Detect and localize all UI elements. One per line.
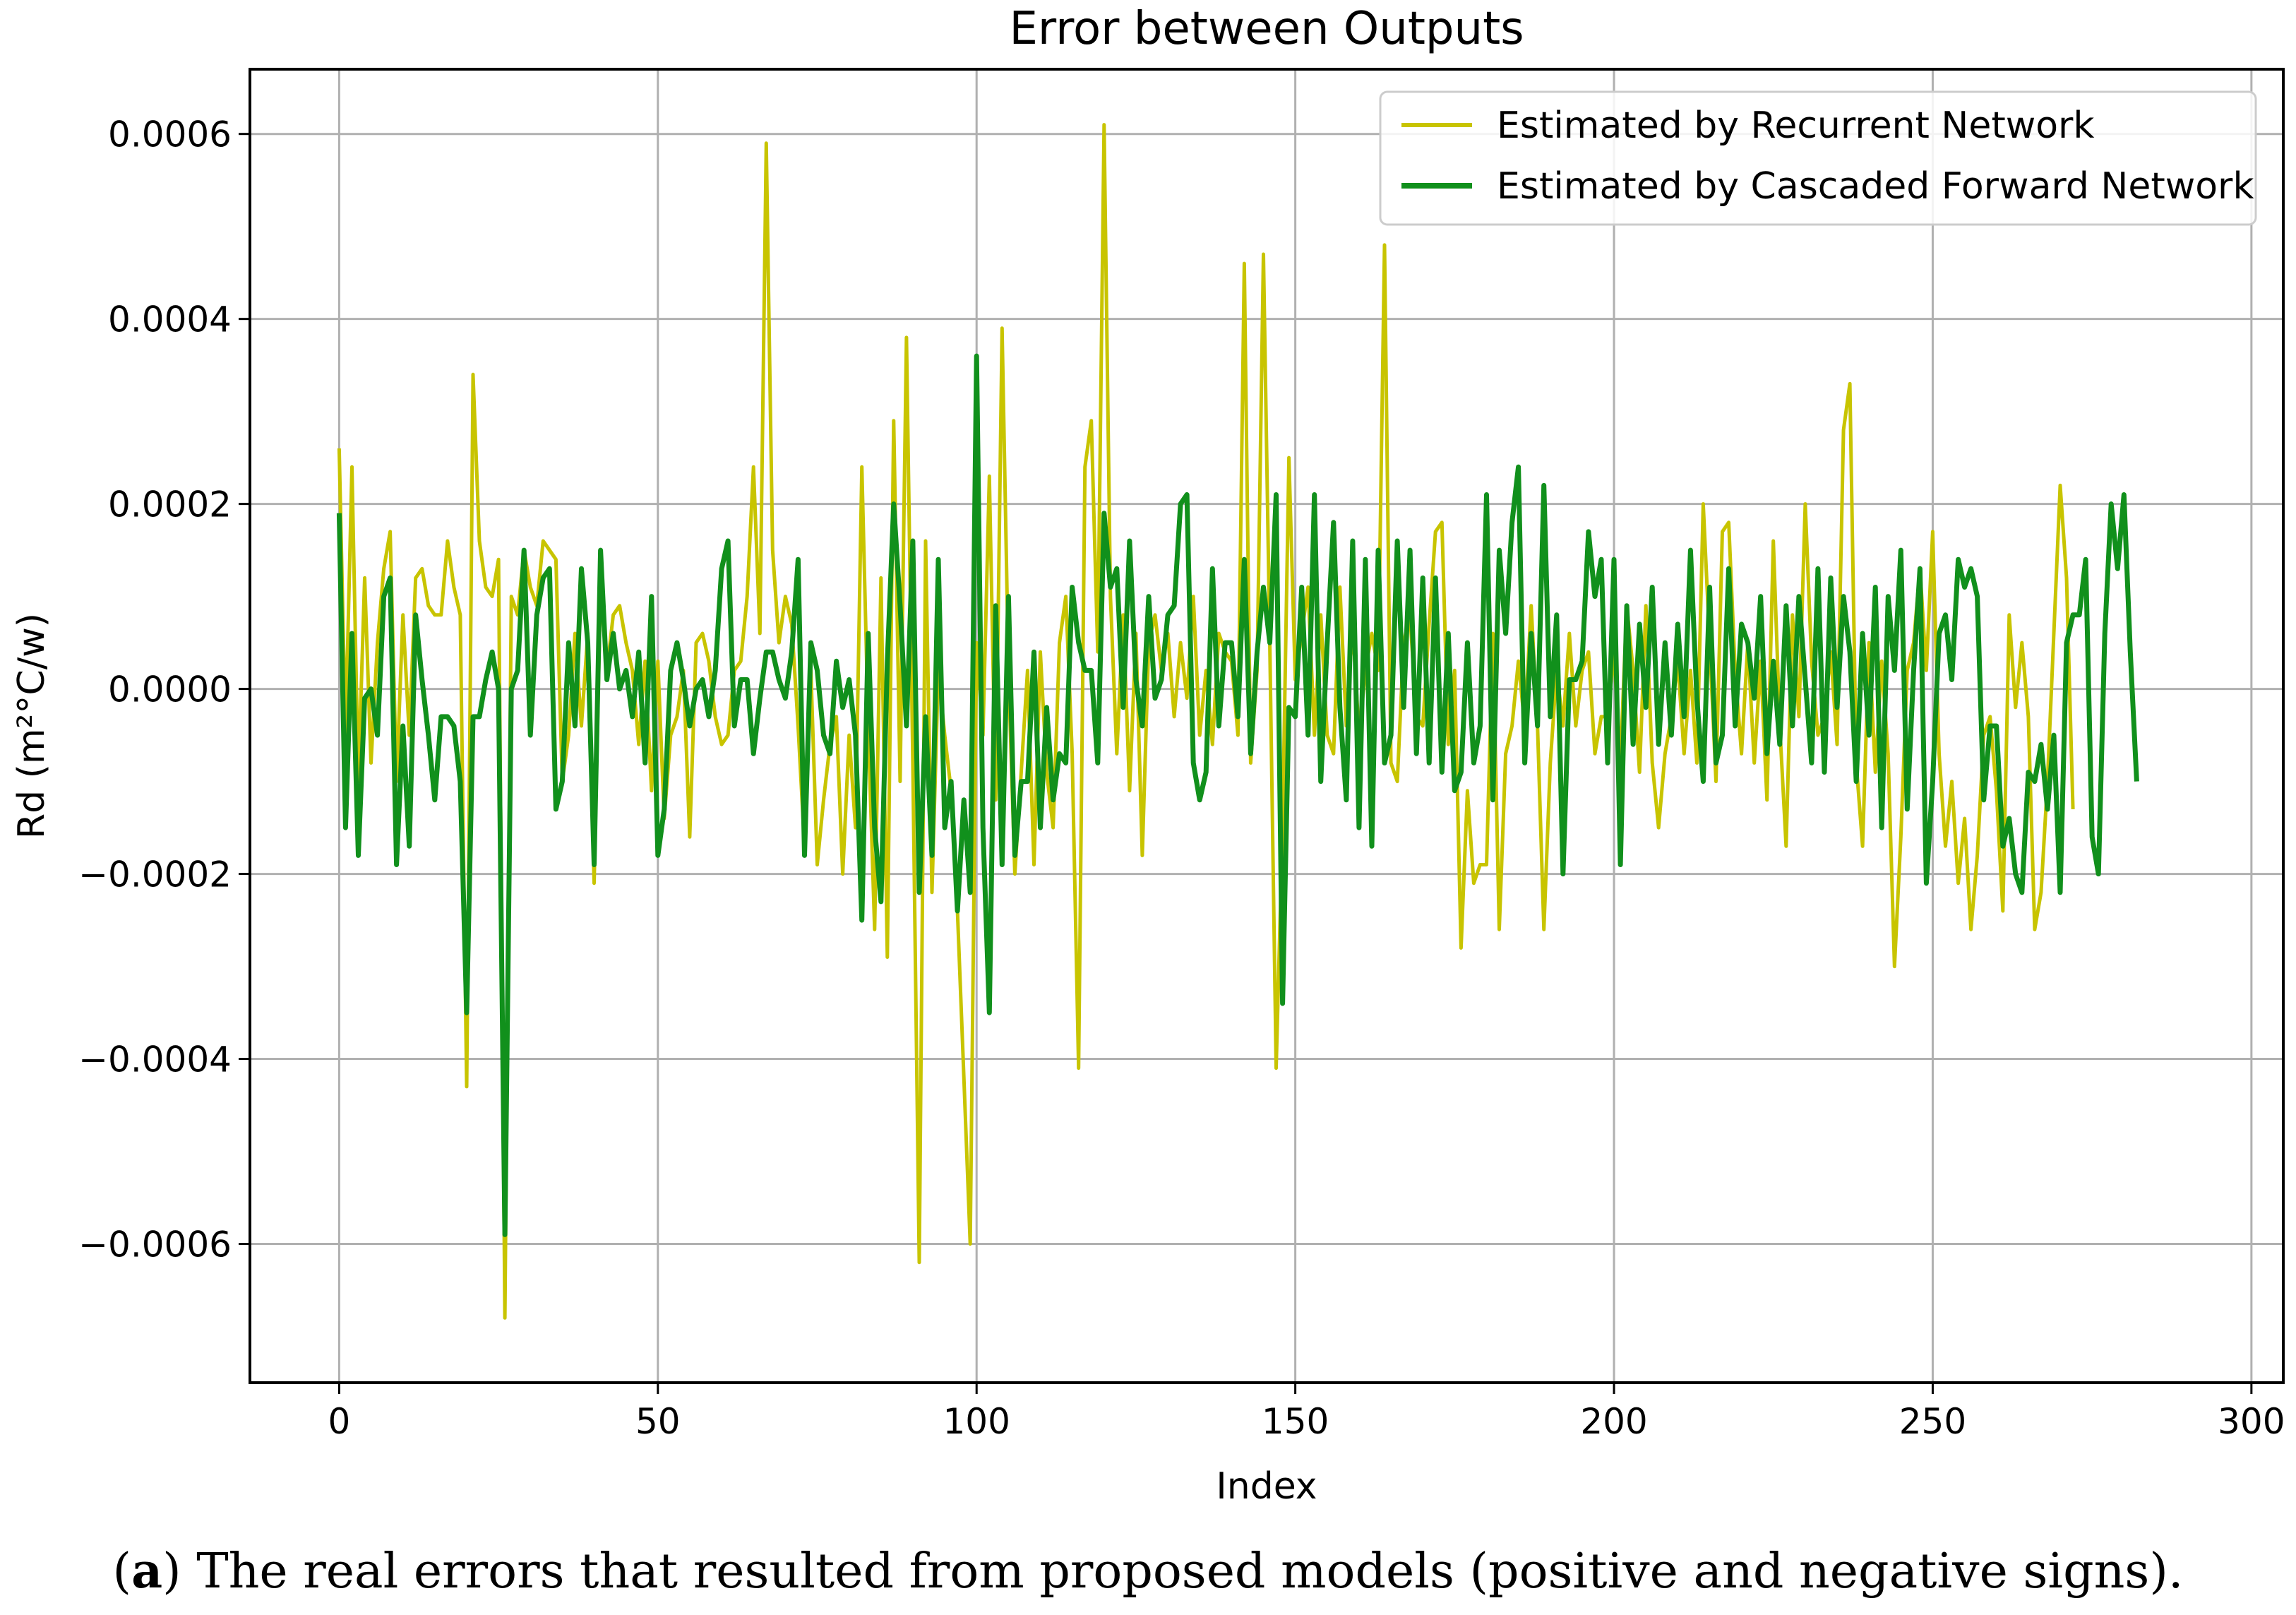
figure-caption: (a) The real errors that resulted from p… bbox=[112, 1543, 2184, 1599]
x-axis: 0 50 100 150 200 250 300 bbox=[328, 1383, 2285, 1442]
x-tick-label: 300 bbox=[2218, 1401, 2285, 1442]
x-tick-label: 100 bbox=[943, 1401, 1010, 1442]
plot-series-group bbox=[336, 123, 2139, 1320]
legend-label-recurrent: Estimated by Recurrent Network bbox=[1497, 105, 2095, 147]
series-line-recurrent bbox=[337, 123, 2075, 1320]
y-axis-label: Rd (m²°C/w) bbox=[11, 613, 53, 839]
x-axis-label: Index bbox=[1216, 1465, 1317, 1508]
x-tick-label: 50 bbox=[635, 1401, 681, 1442]
y-tick-label: 0.0004 bbox=[108, 299, 232, 340]
series-line-cascaded-forward bbox=[336, 353, 2139, 1237]
y-tick-label: 0.0006 bbox=[108, 114, 232, 155]
chart-title: Error between Outputs bbox=[1009, 3, 1524, 55]
y-axis: 0.0006 0.0004 0.0002 0.0000 −0.0002 −0.0004 −0… bbox=[78, 114, 250, 1265]
y-tick-label: −0.0002 bbox=[78, 854, 232, 895]
y-tick-label: −0.0006 bbox=[78, 1224, 232, 1265]
x-tick-label: 150 bbox=[1262, 1401, 1329, 1442]
legend-label-cascaded-forward: Estimated by Cascaded Forward Network bbox=[1497, 165, 2254, 208]
x-tick-label: 0 bbox=[328, 1401, 350, 1442]
x-tick-label: 200 bbox=[1580, 1401, 1647, 1442]
legend-box bbox=[1379, 90, 2257, 226]
caption-text: ) The real errors that resulted from pro… bbox=[162, 1544, 2184, 1599]
y-tick-label: −0.0004 bbox=[78, 1039, 232, 1080]
caption-label: a bbox=[131, 1543, 163, 1599]
y-tick-label: 0.0000 bbox=[108, 669, 232, 710]
x-tick-label: 250 bbox=[1899, 1401, 1966, 1442]
y-tick-label: 0.0002 bbox=[108, 484, 232, 525]
legend: Estimated by Recurrent Network Estimated… bbox=[1379, 90, 2257, 226]
plot-frame bbox=[249, 68, 2285, 1384]
